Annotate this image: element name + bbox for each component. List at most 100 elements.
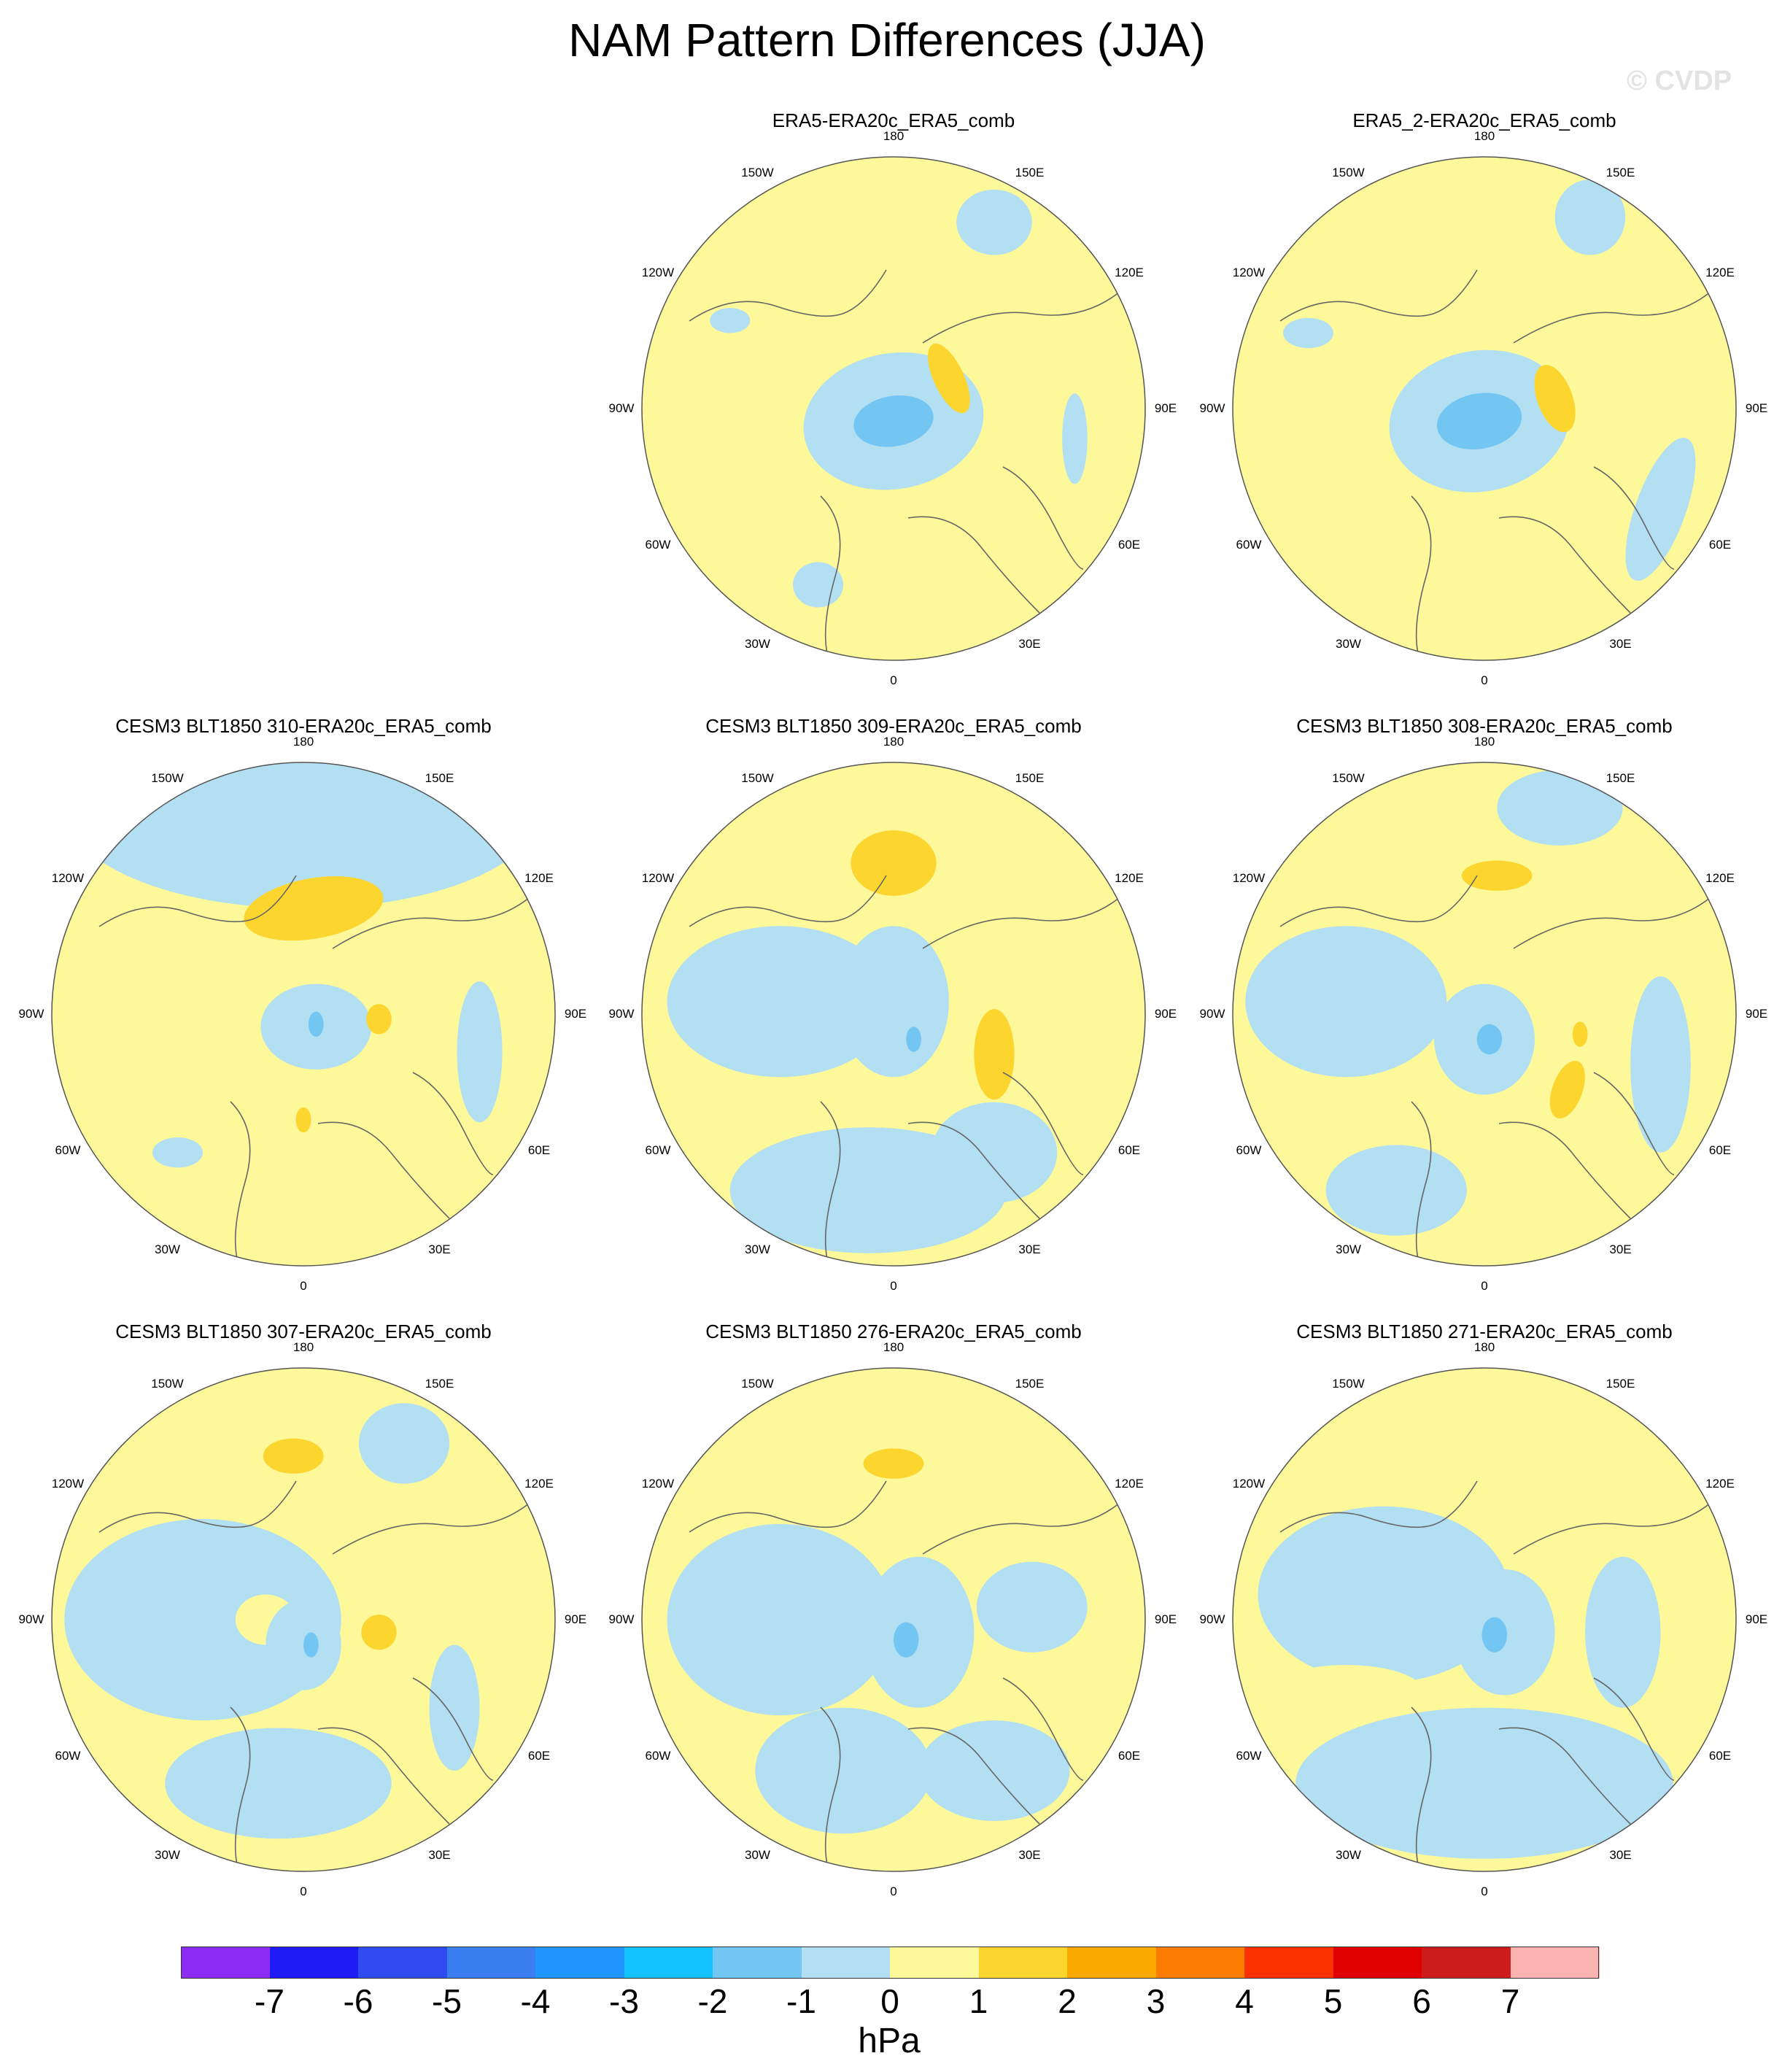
longitude-label: 0 — [890, 673, 897, 687]
polar-map — [51, 762, 556, 1267]
cvdp-watermark: © CVDP — [1627, 66, 1732, 96]
polar-map — [641, 156, 1146, 661]
anomaly-contour — [361, 1615, 397, 1650]
longitude-label: 180 — [1473, 129, 1495, 143]
longitude-label: 90E — [1154, 1612, 1177, 1626]
anomaly-contour — [1625, 438, 1696, 581]
map-boundary — [1232, 156, 1737, 661]
panel-title: ERA5_2-ERA20c_ERA5_comb — [1352, 109, 1616, 131]
longitude-label: 120E — [1705, 1476, 1735, 1491]
longitude-label: 120W — [641, 265, 675, 279]
longitude-label: 90W — [1199, 401, 1225, 415]
longitude-label: 180 — [1473, 735, 1495, 749]
colorbar-swatch — [1510, 1947, 1600, 1979]
colorbar-tick-label: -3 — [609, 1982, 639, 2020]
longitude-label: 30W — [1336, 1242, 1361, 1257]
anomaly-contour — [851, 830, 937, 896]
anomaly-contour — [165, 1728, 392, 1839]
longitude-label: 0 — [300, 1884, 307, 1898]
longitude-label: 60E — [1708, 1748, 1732, 1763]
polar-map — [1232, 1367, 1737, 1872]
panel-title: CESM3 BLT1850 276-ERA20c_ERA5_comb — [705, 1321, 1082, 1342]
colorbar-tick-label: 6 — [1412, 1982, 1431, 2020]
coastline — [1279, 875, 1711, 1263]
colorbar-tick-label: 5 — [1323, 1982, 1343, 2020]
colorbar-swatch — [713, 1947, 802, 1979]
anomaly-contour — [64, 762, 543, 909]
anomaly-contour — [1534, 365, 1576, 433]
longitude-label: 0 — [1481, 1279, 1488, 1293]
colorbar-tick-label: 7 — [1500, 1982, 1520, 2020]
colorbar-tick-label: -5 — [432, 1982, 462, 2020]
longitude-label: 120W — [51, 1476, 85, 1491]
coastline — [689, 269, 1120, 657]
longitude-label: 180 — [293, 735, 314, 749]
longitude-label: 120W — [1232, 870, 1266, 885]
longitude-label: 0 — [890, 1884, 897, 1898]
longitude-label: 90W — [1199, 1007, 1225, 1021]
anomaly-contour — [793, 562, 843, 608]
longitude-label: 150E — [1015, 165, 1045, 179]
longitude-label: 90W — [18, 1612, 44, 1626]
longitude-label: 150E — [1015, 770, 1045, 785]
coastline — [1279, 269, 1711, 657]
longitude-label: 30W — [745, 1848, 770, 1863]
longitude-label: 150E — [425, 770, 454, 785]
longitude-label: 120E — [524, 1476, 554, 1491]
longitude-label: 90E — [1745, 401, 1768, 415]
longitude-label: 180 — [1473, 1340, 1495, 1354]
longitude-label: 30E — [1018, 637, 1041, 652]
anomaly-contour — [894, 1622, 919, 1658]
longitude-label: 120W — [51, 870, 85, 885]
anomaly-contour — [755, 1707, 931, 1834]
longitude-label: 30E — [1609, 1242, 1632, 1257]
longitude-label: 30E — [1609, 1848, 1632, 1863]
longitude-label: 60W — [55, 1748, 81, 1763]
anomaly-contour — [1585, 1556, 1661, 1708]
longitude-label: 150W — [151, 770, 184, 785]
anomaly-contour — [1283, 317, 1333, 349]
anomaly-contour — [974, 1009, 1015, 1100]
anomaly-contour — [1630, 976, 1691, 1153]
longitude-label: 60E — [527, 1143, 551, 1157]
longitude-label: 120W — [641, 870, 675, 885]
longitude-label: 150W — [1332, 165, 1365, 179]
panel-title: ERA5-ERA20c_ERA5_comb — [772, 109, 1015, 131]
longitude-label: 180 — [883, 1340, 905, 1354]
polar-map — [1232, 762, 1737, 1267]
coastline — [98, 1480, 530, 1868]
longitude-label: 90E — [1745, 1007, 1768, 1021]
anomaly-contour — [295, 1107, 311, 1133]
colorbar-units: hPa — [858, 2022, 921, 2060]
longitude-label: 60E — [1118, 1143, 1141, 1157]
longitude-label: 150E — [1605, 770, 1635, 785]
colorbar-swatch — [624, 1947, 713, 1979]
longitude-label: 150W — [741, 770, 774, 785]
coastline — [1279, 1480, 1711, 1868]
map-boundary — [641, 156, 1146, 661]
longitude-label: 180 — [883, 735, 905, 749]
colorbar-swatch — [535, 1947, 624, 1979]
longitude-label: 150E — [1015, 1376, 1045, 1391]
longitude-label: 90E — [1154, 1007, 1177, 1021]
longitude-label: 120E — [524, 870, 554, 885]
polar-map — [641, 1367, 1146, 1872]
longitude-label: 90W — [608, 1612, 635, 1626]
longitude-label: 120E — [1115, 1476, 1144, 1491]
longitude-label: 150E — [425, 1376, 454, 1391]
panel-title: CESM3 BLT1850 308-ERA20c_ERA5_comb — [1296, 715, 1673, 737]
anomaly-contour — [1554, 179, 1626, 255]
longitude-label: 120W — [1232, 1476, 1266, 1491]
anomaly-contour — [1476, 1024, 1503, 1055]
longitude-label: 120W — [1232, 265, 1266, 279]
anomaly-contour — [667, 1523, 894, 1716]
colorbar-tick-label: -1 — [786, 1982, 816, 2020]
longitude-label: 120E — [1115, 265, 1144, 279]
longitude-label: 90E — [1154, 401, 1177, 415]
panel-title: CESM3 BLT1850 309-ERA20c_ERA5_comb — [705, 715, 1082, 737]
longitude-label: 30W — [155, 1242, 180, 1257]
colorbar-tick-label: 2 — [1058, 1982, 1077, 2020]
longitude-label: 60W — [1236, 537, 1262, 552]
longitude-label: 0 — [1481, 1884, 1488, 1898]
longitude-label: 120E — [1115, 870, 1144, 885]
